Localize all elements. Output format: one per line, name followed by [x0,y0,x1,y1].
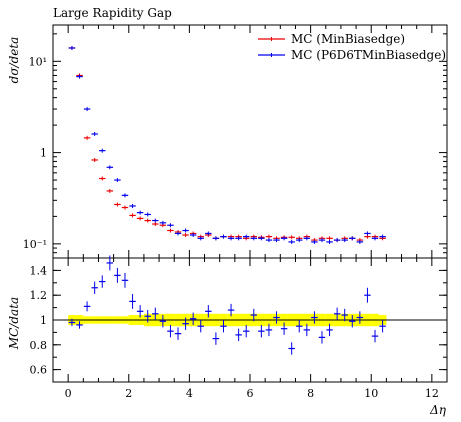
ratio-points [68,255,386,355]
ratio-panel: 0.6 0.8 1 1.2 1.4 0 2 4 6 8 10 12 [30,255,448,400]
top-y-axis-label: dσ/deta [7,37,21,84]
series-2 [68,45,386,244]
ratio-y-tick-label: 1 [40,314,47,327]
top-y-ticks: 10⁻¹ 1 10¹ [23,33,447,259]
top-x-ticks [67,25,433,258]
chart-title: Large Rapidity Gap [53,6,172,20]
top-panel: 10⁻¹ 1 10¹ MC (MinBiasedge) MC (P6D6TMinBia… [23,24,448,259]
ratio-y-tick-label: 0.8 [30,339,48,352]
top-series [68,45,386,244]
x-tick-label: 8 [307,387,314,400]
series-1 [68,45,386,243]
legend-label: MC (P6D6TMinBiasedge) [291,48,446,62]
top-y-tick-label: 10¹ [29,55,47,68]
x-tick-label: 0 [65,387,72,400]
legend-label: MC (MinBiasedge) [291,32,405,46]
ratio-y-ticks: 0.6 0.8 1 1.2 1.4 [30,257,447,383]
x-tick-label: 10 [364,387,378,400]
legend: MC (MinBiasedge) MC (P6D6TMinBiasedge) [258,32,446,62]
ratio-x-ticks: 0 2 4 6 8 10 12 [65,258,439,400]
x-tick-label: 2 [125,387,132,400]
ratio-y-tick-label: 1.4 [30,264,48,277]
top-y-tick-label: 1 [40,147,47,160]
ratio-y-tick-label: 0.6 [30,364,48,377]
x-tick-label: 6 [247,387,254,400]
x-tick-label: 4 [186,387,193,400]
ratio-y-tick-label: 1.2 [30,289,48,302]
top-y-tick-label: 10⁻¹ [23,238,47,251]
x-axis-label: Δη [429,403,447,417]
x-tick-label: 12 [425,387,439,400]
ratio-y-axis-label: MC/data [7,297,21,350]
